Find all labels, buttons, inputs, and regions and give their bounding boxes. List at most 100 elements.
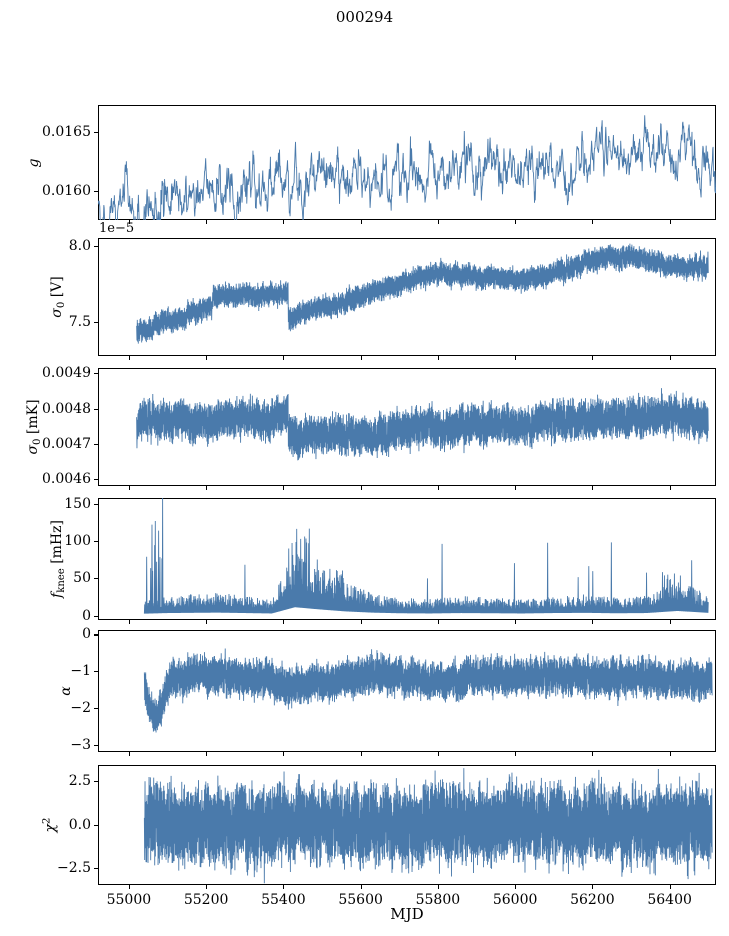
data-series-line: [143, 498, 709, 614]
x-tick-label: 56200: [570, 892, 615, 908]
x-tick-mark: [669, 620, 671, 624]
y-tick-mark: [94, 745, 98, 747]
x-tick-mark: [437, 885, 439, 889]
y-tick-label: −1: [70, 663, 91, 680]
x-tick-mark: [283, 620, 285, 624]
y-tick-label: 7.5: [68, 314, 91, 331]
y-tick-label: 50: [73, 570, 91, 587]
y-tick-label: 150: [64, 495, 91, 512]
y-tick-label: 100: [64, 533, 91, 550]
y-tick-label: 0.0165: [42, 123, 91, 140]
panel-fknee: 0 50 100 150 fknee [mHz]: [49, 497, 716, 624]
x-tick-mark: [669, 486, 671, 490]
x-tick-mark: [669, 752, 671, 756]
x-tick-mark: [128, 486, 130, 490]
y-tick-label: −2.5: [57, 859, 91, 876]
panel-sigma0-volts: 7.5 8.0 σ0 [V] 1e−5: [49, 221, 716, 360]
x-tick-mark: [128, 752, 130, 756]
x-axis-label: MJD: [390, 905, 424, 923]
x-tick-mark: [283, 885, 285, 889]
data-series-line: [143, 768, 713, 884]
series-plot: [136, 388, 709, 461]
x-tick-mark: [206, 356, 208, 360]
y-tick-mark: [94, 131, 98, 133]
x-tick-mark: [669, 885, 671, 889]
y-tick-mark: [94, 824, 98, 826]
y-tick-label: 0.0046: [42, 470, 91, 487]
x-tick-mark: [515, 486, 517, 490]
y-tick-mark: [94, 615, 98, 617]
x-tick-label: 55000: [106, 892, 152, 908]
y-axis-label: χ2: [41, 817, 59, 833]
data-series-line: [136, 243, 709, 344]
panel-alpha: −3 −2 −1 0 α: [58, 627, 716, 756]
y-axis-label: σ0 [V]: [49, 276, 67, 318]
series-plot: [136, 243, 709, 344]
y-tick-mark: [94, 541, 98, 543]
y-tick-mark: [94, 503, 98, 506]
y-tick-label: 0: [82, 607, 91, 624]
x-tick-mark: [206, 220, 208, 224]
x-tick-mark: [592, 620, 594, 624]
panel-sigma0-mk: 0.0046 0.0047 0.0048 0.0049 σ0 [mK]: [25, 366, 716, 490]
x-tick-mark: [360, 220, 362, 224]
series-plot: [143, 498, 709, 614]
y-tick-label: 0: [82, 626, 91, 643]
x-tick-mark: [206, 486, 208, 490]
y-axis-label: σ0 [mK]: [25, 399, 43, 455]
data-series-line: [136, 388, 709, 461]
x-tick-mark: [206, 752, 208, 756]
series-plot: [98, 115, 716, 220]
y-tick-label: 0.0049: [42, 365, 91, 382]
x-tick-mark: [592, 356, 594, 360]
x-tick-mark: [128, 220, 130, 224]
y-tick-label: 0.0048: [42, 400, 91, 417]
y-tick-mark: [94, 245, 98, 247]
y-tick-mark: [94, 708, 98, 710]
y-tick-mark: [94, 190, 98, 192]
x-tick-mark: [128, 620, 130, 624]
x-tick-label: 55200: [183, 892, 229, 908]
y-tick-mark: [94, 781, 98, 783]
series-plot: [143, 768, 713, 884]
y-tick-mark: [94, 867, 98, 869]
x-tick-mark: [515, 885, 517, 889]
y-tick-label: 2.5: [68, 773, 91, 790]
x-tick-mark: [206, 620, 208, 624]
y-tick-label: 0.0: [68, 816, 91, 833]
y-tick-mark: [94, 443, 98, 445]
x-tick-mark: [515, 752, 517, 756]
y-tick-mark: [94, 671, 98, 673]
x-tick-mark: [515, 620, 517, 624]
x-tick-mark: [283, 356, 285, 360]
y-axis-label: g: [26, 158, 42, 167]
y-tick-label: 0.0047: [42, 435, 91, 452]
x-tick-mark: [360, 885, 362, 889]
x-tick-mark: [669, 356, 671, 360]
x-tick-mark: [515, 220, 517, 224]
x-tick-mark: [592, 885, 594, 889]
y-tick-label: 8.0: [68, 237, 91, 254]
x-tick-mark: [437, 220, 439, 224]
y-tick-mark: [94, 634, 98, 636]
y-axis-label: fknee [mHz]: [49, 520, 67, 598]
y-tick-mark: [94, 478, 98, 481]
series-plot: [143, 648, 713, 733]
x-tick-mark: [360, 752, 362, 756]
y-tick-mark: [94, 373, 98, 375]
x-tick-mark: [437, 620, 439, 624]
x-tick-mark: [283, 486, 285, 490]
y-tick-label: 0.0160: [42, 182, 91, 199]
x-tick-label: 56000: [492, 892, 538, 908]
x-tick-mark: [360, 486, 362, 490]
x-tick-mark: [437, 356, 439, 360]
panel-gain: 0.0160 0.0165 g: [26, 105, 716, 224]
x-tick-mark: [592, 486, 594, 490]
y-tick-label: −2: [70, 700, 91, 717]
x-tick-mark: [283, 220, 285, 224]
x-tick-mark: [437, 486, 439, 490]
x-tick-mark: [592, 220, 594, 224]
figure-title: 000294: [335, 8, 394, 26]
x-tick-mark: [515, 356, 517, 360]
